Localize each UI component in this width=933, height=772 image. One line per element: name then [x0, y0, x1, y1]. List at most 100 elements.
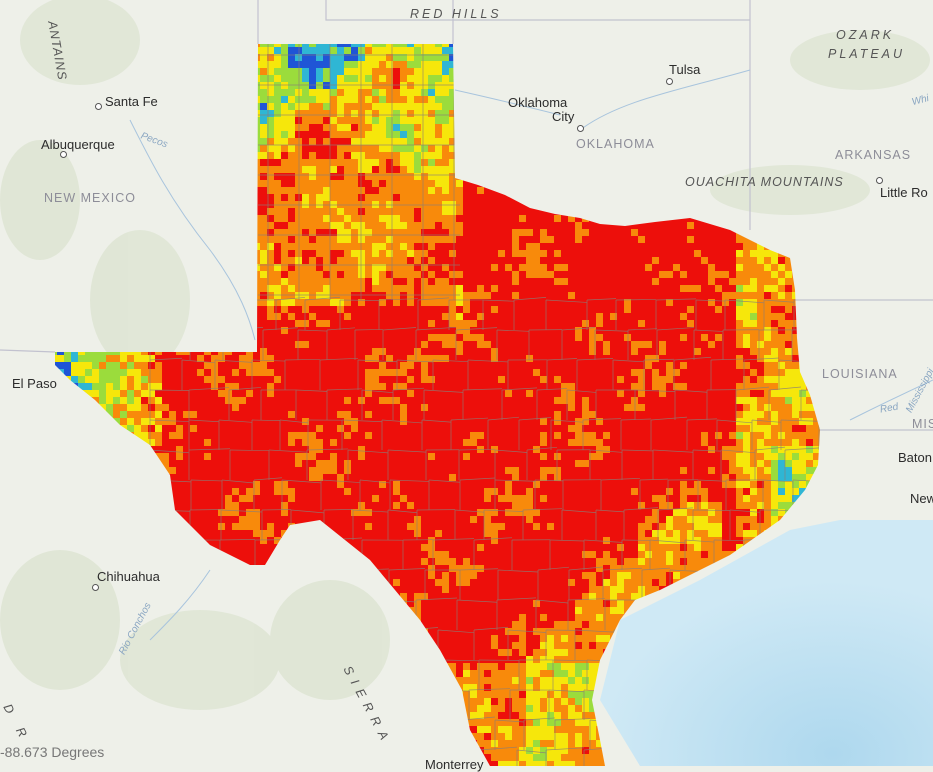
moisture-cell: [729, 229, 736, 236]
moisture-cell: [708, 250, 715, 257]
moisture-cell: [449, 54, 456, 61]
moisture-cell: [295, 306, 302, 313]
moisture-cell: [316, 173, 323, 180]
moisture-cell: [267, 82, 274, 89]
moisture-cell: [547, 215, 554, 222]
moisture-cell: [379, 222, 386, 229]
moisture-cell: [288, 173, 295, 180]
moisture-cell: [673, 229, 680, 236]
moisture-cell: [428, 229, 435, 236]
moisture-cell: [519, 299, 526, 306]
moisture-cell: [302, 201, 309, 208]
moisture-cell: [778, 320, 785, 327]
moisture-cell: [274, 250, 281, 257]
moisture-cell: [435, 180, 442, 187]
moisture-cell: [526, 264, 533, 271]
moisture-cell: [778, 285, 785, 292]
moisture-cell: [582, 327, 589, 334]
moisture-cell: [393, 243, 400, 250]
moisture-cell: [274, 215, 281, 222]
moisture-cell: [295, 159, 302, 166]
moisture-cell: [442, 61, 449, 68]
moisture-cell: [400, 54, 407, 61]
moisture-cell: [631, 320, 638, 327]
moisture-cell: [610, 222, 617, 229]
moisture-cell: [288, 250, 295, 257]
moisture-cell: [386, 54, 393, 61]
moisture-cell: [498, 313, 505, 320]
moisture-cell: [400, 334, 407, 341]
moisture-cell: [701, 292, 708, 299]
moisture-cell: [484, 278, 491, 285]
moisture-cell: [309, 194, 316, 201]
moisture-cell: [477, 285, 484, 292]
moisture-cell: [414, 194, 421, 201]
moisture-cell: [575, 222, 582, 229]
moisture-cell: [778, 299, 785, 306]
moisture-cell: [351, 320, 358, 327]
moisture-cell: [386, 152, 393, 159]
moisture-cell: [750, 285, 757, 292]
moisture-cell: [351, 201, 358, 208]
moisture-cell: [386, 159, 393, 166]
moisture-cell: [323, 110, 330, 117]
moisture-cell: [715, 250, 722, 257]
moisture-cell: [421, 348, 428, 355]
moisture-cell: [484, 264, 491, 271]
moisture-cell: [351, 68, 358, 75]
moisture-cell: [484, 187, 491, 194]
moisture-cell: [484, 271, 491, 278]
moisture-cell: [680, 278, 687, 285]
moisture-cell: [281, 327, 288, 334]
moisture-cell: [484, 327, 491, 334]
moisture-cell: [764, 327, 771, 334]
moisture-cell: [449, 110, 456, 117]
moisture-cell: [344, 292, 351, 299]
moisture-cell: [379, 243, 386, 250]
moisture-cell: [680, 257, 687, 264]
moisture-cell: [330, 320, 337, 327]
moisture-cell: [274, 75, 281, 82]
moisture-cell: [603, 348, 610, 355]
moisture-cell: [547, 250, 554, 257]
moisture-cell: [302, 145, 309, 152]
moisture-cell: [743, 250, 750, 257]
moisture-cell: [589, 313, 596, 320]
moisture-cell: [267, 299, 274, 306]
moisture-cell: [666, 320, 673, 327]
moisture-cell: [372, 201, 379, 208]
moisture-cell: [400, 152, 407, 159]
moisture-cell: [442, 110, 449, 117]
moisture-cell: [533, 313, 540, 320]
moisture-cell: [610, 299, 617, 306]
moisture-cell: [568, 229, 575, 236]
moisture-cell: [414, 187, 421, 194]
moisture-cell: [435, 103, 442, 110]
moisture-cell: [386, 61, 393, 68]
moisture-cell: [561, 313, 568, 320]
moisture-cell: [386, 306, 393, 313]
moisture-cell: [498, 215, 505, 222]
moisture-cell: [288, 180, 295, 187]
moisture-cell: [694, 264, 701, 271]
moisture-cell: [729, 299, 736, 306]
moisture-cell: [267, 341, 274, 348]
moisture-cell: [351, 187, 358, 194]
moisture-cell: [344, 159, 351, 166]
moisture-cell: [421, 159, 428, 166]
moisture-cell: [519, 341, 526, 348]
moisture-cell: [407, 208, 414, 215]
moisture-cell: [372, 236, 379, 243]
moisture-cell: [638, 250, 645, 257]
moisture-cell: [645, 264, 652, 271]
moisture-cell: [470, 320, 477, 327]
moisture-cell: [645, 222, 652, 229]
moisture-cell: [323, 68, 330, 75]
moisture-cell: [414, 173, 421, 180]
moisture-cell: [729, 264, 736, 271]
moisture-cell: [449, 117, 456, 124]
moisture-cell: [589, 257, 596, 264]
moisture-cell: [323, 271, 330, 278]
moisture-cell: [281, 299, 288, 306]
